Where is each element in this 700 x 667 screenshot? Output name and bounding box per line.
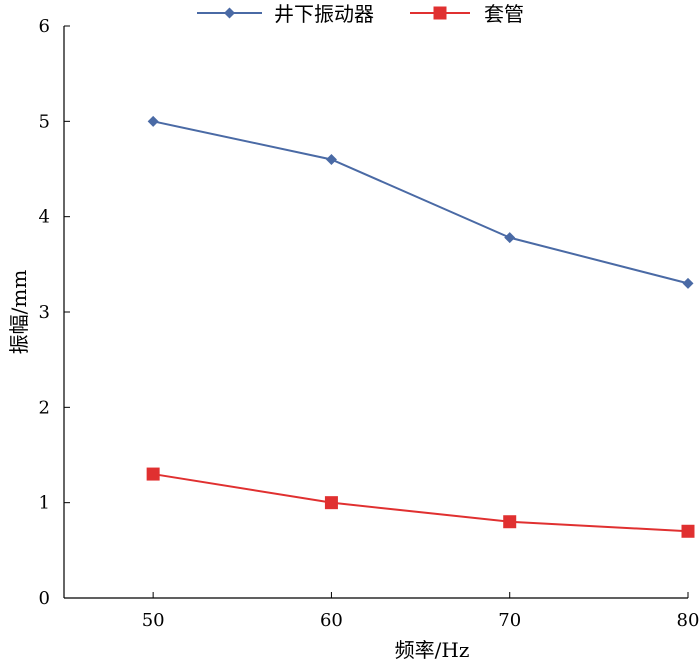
data-point [504, 232, 516, 244]
y-axis-title: 振幅/mm [7, 270, 31, 355]
data-point [682, 277, 694, 289]
legend-marker [433, 6, 447, 20]
y-tick-label: 3 [39, 302, 50, 323]
series-1 [147, 115, 694, 289]
data-point [503, 515, 517, 529]
x-tick-label: 60 [320, 610, 343, 631]
y-tick-label: 2 [39, 397, 50, 418]
y-ticks: 0 1 2 3 4 5 6 [39, 16, 70, 609]
y-tick-label: 5 [39, 111, 50, 132]
series-line [152, 120, 689, 285]
legend-label: 套管 [484, 2, 524, 26]
x-tick-label: 70 [498, 610, 521, 631]
y-tick-label: 4 [39, 207, 50, 228]
axes [63, 26, 688, 599]
y-tick-label: 1 [39, 493, 50, 514]
y-tick-label: 0 [39, 588, 50, 609]
x-tick-label: 80 [677, 610, 700, 631]
x-ticks: 50 60 70 80 [142, 592, 700, 631]
series-line [152, 473, 689, 533]
x-axis-title: 频率/Hz [395, 638, 470, 662]
legend-item: 套管 [410, 2, 524, 26]
data-point [324, 496, 338, 510]
data-point [681, 524, 695, 538]
data-point [147, 115, 159, 127]
legend: 井下振动器 套管 [197, 2, 524, 26]
legend-marker [224, 7, 235, 19]
legend-item: 井下振动器 [197, 2, 374, 26]
x-tick-label: 50 [142, 610, 165, 631]
series-2 [146, 467, 695, 538]
data-point [146, 467, 160, 481]
series-layer [146, 115, 695, 538]
data-point [325, 153, 337, 165]
y-tick-label: 6 [39, 16, 50, 37]
legend-label: 井下振动器 [274, 2, 374, 26]
